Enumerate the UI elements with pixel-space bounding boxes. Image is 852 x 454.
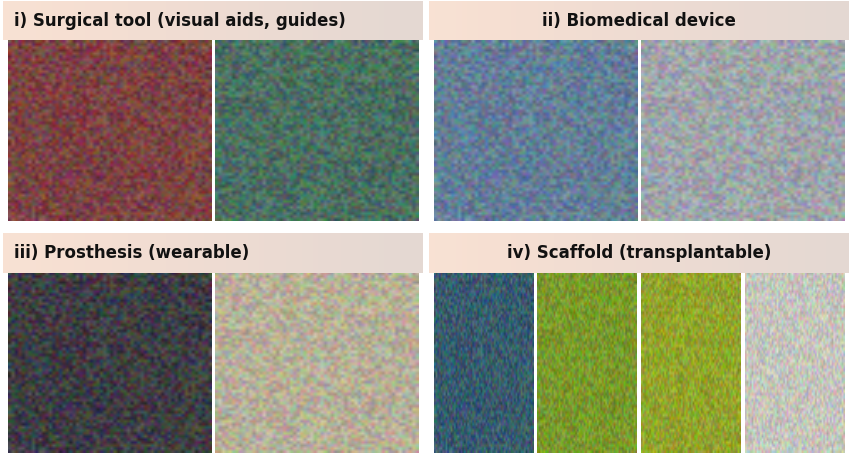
Text: ii) Biomedical device: ii) Biomedical device [542, 12, 736, 30]
Text: iv) Scaffold (transplantable): iv) Scaffold (transplantable) [507, 244, 771, 262]
Text: iii) Prosthesis (wearable): iii) Prosthesis (wearable) [14, 244, 249, 262]
Text: i) Surgical tool (visual aids, guides): i) Surgical tool (visual aids, guides) [14, 12, 346, 30]
